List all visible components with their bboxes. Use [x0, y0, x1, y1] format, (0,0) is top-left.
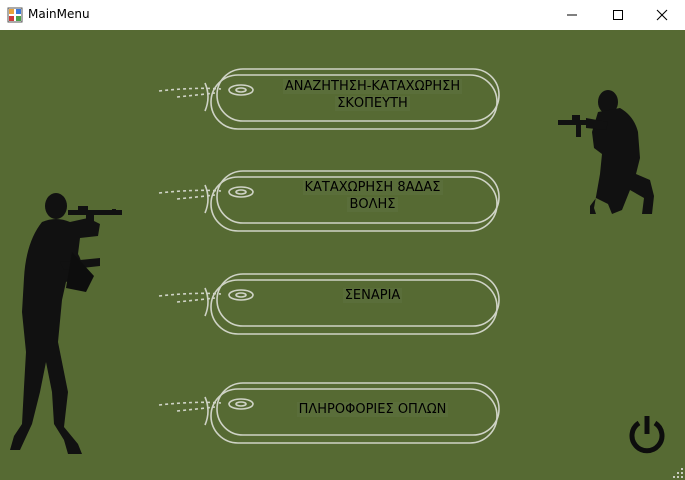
menu-item-search-register-shooter[interactable]: ΑΝΑΖΗΤΗΣΗ-ΚΑΤΑΧΩΡΗΣΗ ΣΚΟΠΕΥΤΗ: [155, 63, 505, 133]
menu-item-label-line2: ΣΚΟΠΕΥΤΗ: [335, 96, 410, 111]
close-icon: [656, 9, 668, 21]
menu-item-label-line2: ΒΟΛΗΣ: [347, 197, 398, 212]
menu-item-label: ΠΛΗΡΟΦΟΡΙΕΣ ΟΠΛΩΝ: [250, 401, 495, 418]
app-icon: [7, 7, 23, 23]
menu-item-label-line1: ΚΑΤΑΧΩΡΗΣΗ 8ΑΔΑΣ: [302, 180, 443, 195]
menu-item-label-line1: ΑΝΑΖΗΤΗΣΗ-ΚΑΤΑΧΩΡΗΣΗ: [282, 79, 463, 94]
title-bar: MainMenu: [0, 0, 685, 30]
soldier-kneeling-rifle-icon: [558, 90, 654, 214]
soldier-aiming-rifle-icon: [10, 193, 122, 454]
close-button[interactable]: [639, 0, 685, 30]
resize-grip-icon[interactable]: [673, 468, 683, 478]
minimize-button[interactable]: [549, 0, 595, 30]
maximize-button[interactable]: [595, 0, 641, 30]
menu-item-weapon-info[interactable]: ΠΛΗΡΟΦΟΡΙΕΣ ΟΠΛΩΝ: [155, 377, 505, 447]
menu-item-label: ΚΑΤΑΧΩΡΗΣΗ 8ΑΔΑΣ ΒΟΛΗΣ: [250, 179, 495, 213]
maximize-icon: [613, 10, 623, 20]
menu-item-label: ΑΝΑΖΗΤΗΣΗ-ΚΑΤΑΧΩΡΗΣΗ ΣΚΟΠΕΥΤΗ: [250, 78, 495, 112]
minimize-icon: [567, 14, 577, 16]
menu-item-label: ΣΕΝΑΡΙΑ: [250, 287, 495, 304]
menu-item-scenarios[interactable]: ΣΕΝΑΡΙΑ: [155, 268, 505, 338]
menu-item-label-line1: ΣΕΝΑΡΙΑ: [342, 288, 403, 303]
window-title: MainMenu: [28, 7, 90, 21]
menu-item-label-line1: ΠΛΗΡΟΦΟΡΙΕΣ ΟΠΛΩΝ: [296, 402, 449, 417]
power-icon[interactable]: [626, 413, 668, 455]
menu-item-register-shooting-8[interactable]: ΚΑΤΑΧΩΡΗΣΗ 8ΑΔΑΣ ΒΟΛΗΣ: [155, 165, 505, 235]
